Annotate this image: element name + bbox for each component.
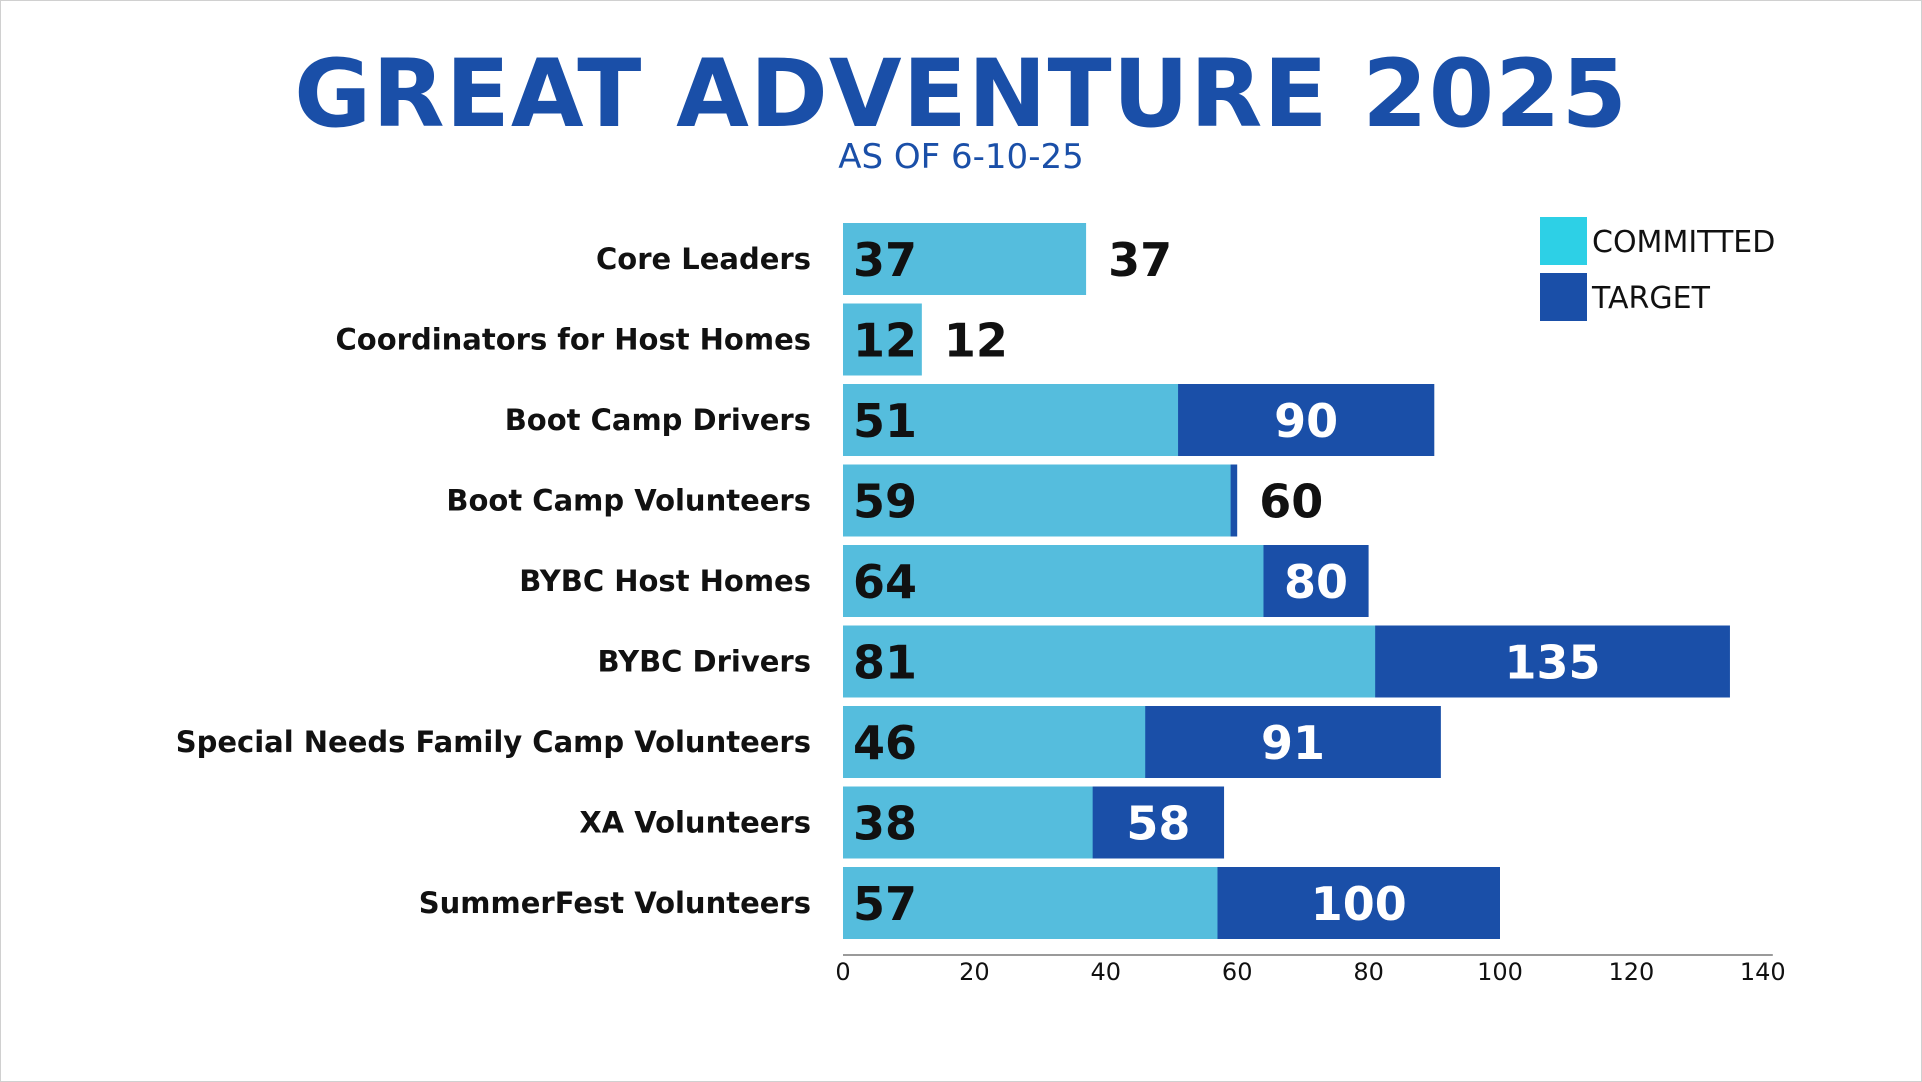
- x-tick-label: 100: [1477, 958, 1523, 986]
- committed-bar-coordinators-for-host-homes: [843, 303, 922, 376]
- x-tick-label: 20: [959, 958, 990, 986]
- committed-value-label: 57: [853, 877, 917, 931]
- committed-bar-boot-camp-volunteers: [843, 464, 1231, 537]
- target-value-label: 37: [1108, 233, 1172, 287]
- category-labels-group: Core Leaders Coordinators for Host Homes B…: [176, 242, 811, 920]
- category-label-xa-volunteers: XA Volunteers: [579, 806, 811, 840]
- chart-title: GREAT ADVENTURE 2025: [294, 40, 1628, 149]
- x-tick-label: 80: [1353, 958, 1384, 986]
- committed-value-label: 51: [853, 394, 917, 448]
- x-tick-label: 0: [835, 958, 850, 986]
- category-label-coordinators-for-host-homes: Coordinators for Host Homes: [336, 323, 811, 357]
- target-value-label: 91: [1261, 716, 1325, 770]
- category-label-boot-camp-drivers: Boot Camp Drivers: [505, 403, 811, 437]
- legend-label-committed: COMMITTED: [1592, 225, 1775, 260]
- committed-bar-special-needs-family-camp-volunteers: [843, 706, 1146, 778]
- committed-bar-xa-volunteers: [843, 786, 1093, 859]
- legend-label-target: TARGET: [1591, 281, 1711, 316]
- committed-value-label: 38: [853, 797, 917, 851]
- category-label-core-leaders: Core Leaders: [596, 242, 811, 276]
- category-label-summerfest-volunteers: SummerFest Volunteers: [419, 886, 811, 920]
- committed-value-label: 12: [853, 314, 917, 368]
- x-tick-label: 60: [1222, 958, 1253, 986]
- committed-value-label: 64: [853, 555, 917, 609]
- legend-swatch-committed: [1540, 217, 1587, 265]
- target-value-label: 135: [1505, 636, 1601, 690]
- legend-swatch-target: [1540, 273, 1587, 321]
- category-label-special-needs-family-camp-volunteers: Special Needs Family Camp Volunteers: [176, 725, 811, 759]
- committed-bar-core-leaders: [843, 223, 1087, 295]
- committed-bar-bybc-drivers: [843, 625, 1376, 698]
- x-tick-label: 120: [1608, 958, 1654, 986]
- committed-value-label: 81: [853, 636, 917, 690]
- committed-bar-summerfest-volunteers: [843, 867, 1218, 939]
- category-label-boot-camp-volunteers: Boot Camp Volunteers: [446, 484, 811, 518]
- target-value-label: 80: [1284, 555, 1348, 609]
- category-label-bybc-drivers: BYBC Drivers: [598, 645, 811, 679]
- target-value-label: 60: [1259, 475, 1323, 529]
- committed-value-label: 37: [853, 233, 917, 287]
- target-value-label: 90: [1274, 394, 1338, 448]
- legend: COMMITTED TARGET: [1540, 217, 1775, 321]
- committed-value-label: 46: [853, 716, 917, 770]
- target-value-label: 12: [944, 314, 1008, 368]
- x-tick-label: 140: [1740, 958, 1786, 986]
- x-axis: 0 20 40 60 80 100 120 140: [835, 954, 1786, 986]
- committed-bar-boot-camp-drivers: [843, 384, 1179, 456]
- category-label-bybc-host-homes: BYBC Host Homes: [519, 564, 811, 598]
- committed-value-label: 59: [853, 475, 917, 529]
- x-tick-label: 40: [1091, 958, 1122, 986]
- target-value-label: 100: [1311, 877, 1407, 931]
- committed-bar-bybc-host-homes: [843, 545, 1264, 617]
- target-value-label: 58: [1126, 797, 1190, 851]
- chart-subtitle: AS OF 6-10-25: [838, 137, 1084, 177]
- bars-group: 37 37 12 12 51 90 59 60 64 80 81 135 46 91 38 58 57 100: [843, 223, 1730, 939]
